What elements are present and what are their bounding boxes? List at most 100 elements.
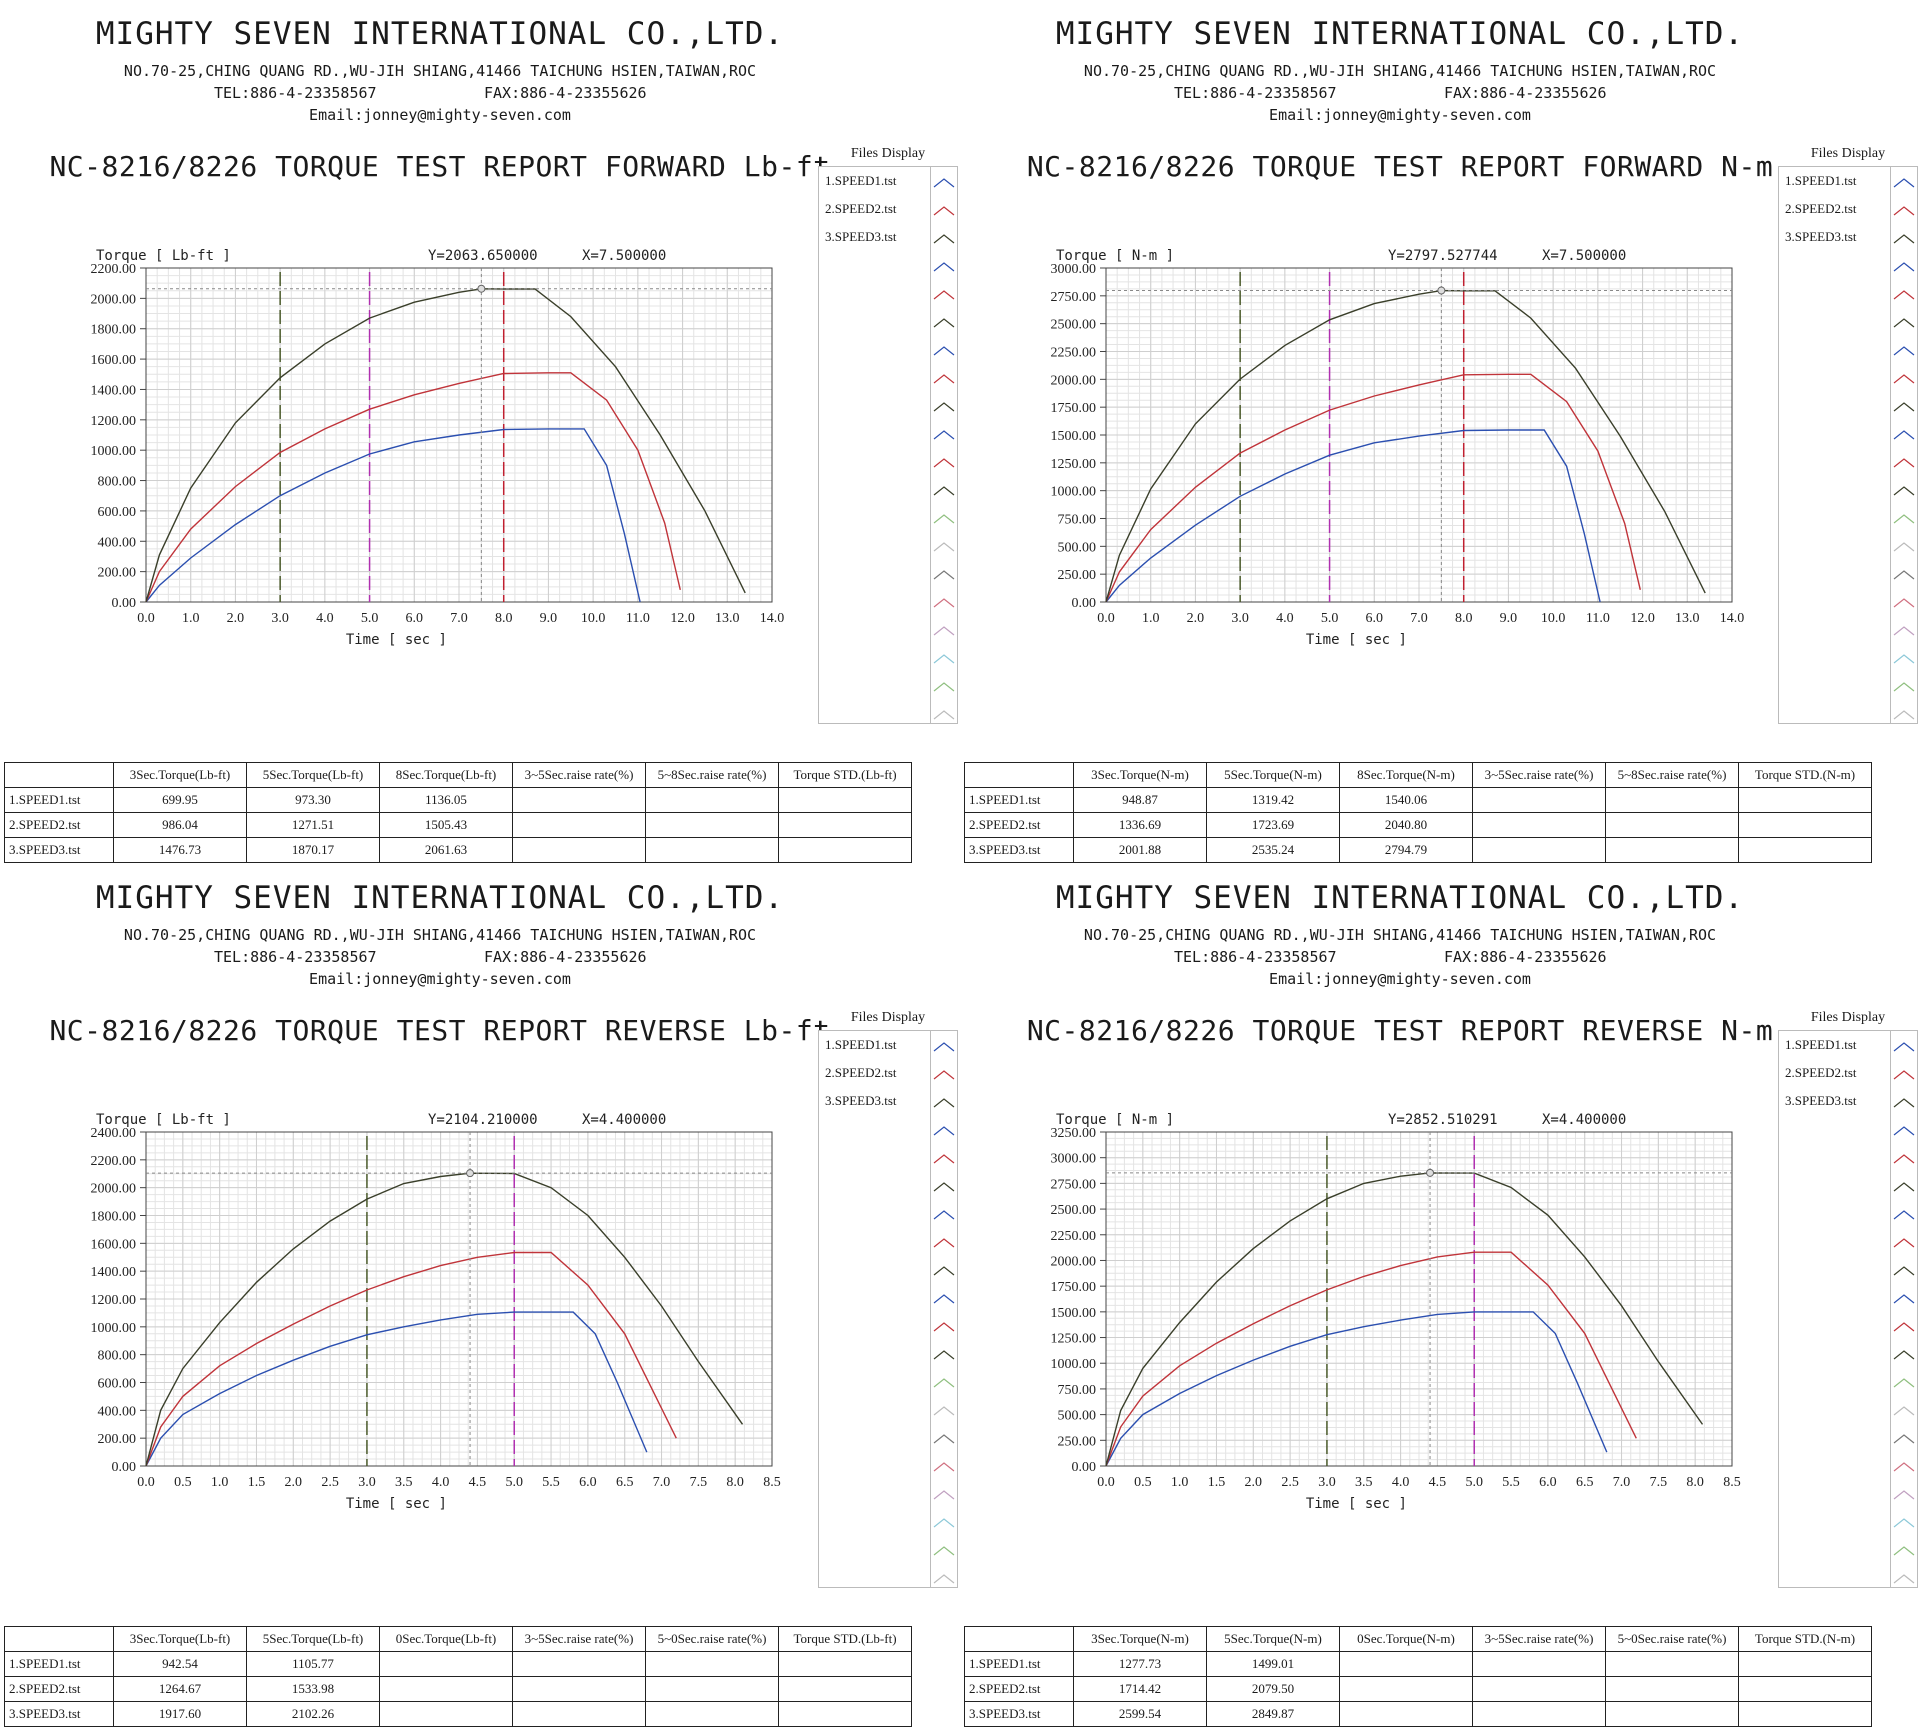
y-tick-label: 3000.00	[1051, 1152, 1097, 1167]
table-cell: 2849.87	[1206, 1701, 1340, 1727]
files-display-panel[interactable]: Files Display 1.SPEED1.tst 2.SPEED2.tst …	[818, 146, 958, 724]
x-tick-label: 6.0	[406, 611, 424, 626]
x-axis-label: Time [ sec ]	[1306, 632, 1407, 648]
cursor-point[interactable]	[1437, 286, 1446, 295]
table-header-cell: 3~5Sec.raise rate(%)	[512, 762, 646, 788]
y-tick-label: 400.00	[98, 1404, 137, 1419]
file-item-speed2[interactable]: 2.SPEED2.tst	[825, 201, 897, 216]
cursor-x-readout: X=7.500000	[1542, 248, 1626, 264]
file-color-chevron	[1893, 1378, 1915, 1388]
file-color-chevron	[933, 570, 955, 580]
x-tick-label: 3.0	[1231, 611, 1249, 626]
file-item-speed3[interactable]: 3.SPEED3.tst	[1785, 1093, 1857, 1108]
file-item-speed1[interactable]: 1.SPEED1.tst	[825, 1037, 897, 1052]
file-color-chevron	[1893, 514, 1915, 524]
grid-minor	[1105, 1131, 1733, 1467]
table-cell	[512, 787, 646, 813]
table-header-row: 3Sec.Torque(N-m) 5Sec.Torque(N-m) 8Sec.Tor…	[964, 762, 1872, 788]
files-list[interactable]: 1.SPEED1.tst 2.SPEED2.tst 3.SPEED3.tst	[1778, 1030, 1918, 1588]
table-cell: 2061.63	[379, 837, 513, 863]
x-tick-label: 5.0	[1321, 611, 1339, 626]
cursor-point[interactable]	[466, 1169, 475, 1178]
series-line-speed3	[145, 288, 746, 603]
y-tick-label: 1000.00	[1051, 485, 1097, 500]
file-color-chevron	[933, 318, 955, 328]
files-display-panel[interactable]: Files Display 1.SPEED1.tst 2.SPEED2.tst …	[1778, 1010, 1918, 1588]
files-list[interactable]: 1.SPEED1.tst 2.SPEED2.tst 3.SPEED3.tst	[818, 1030, 958, 1588]
x-tick-label: 9.0	[1500, 611, 1518, 626]
table-cell	[645, 1651, 779, 1677]
cursor-x-readout: X=4.400000	[1542, 1112, 1626, 1128]
file-color-chevron	[1893, 1098, 1915, 1108]
x-tick-label: 9.0	[540, 611, 558, 626]
y-axis-label: Torque [ Lb-ft ]	[96, 248, 231, 264]
table-header-cell: 3~5Sec.raise rate(%)	[512, 1626, 646, 1652]
report-title: NC-8216/8226 TORQUE TEST REPORT FORWARD …	[1026, 150, 1774, 183]
x-axis-label: Time [ sec ]	[346, 1496, 447, 1512]
table-cell: 1499.01	[1206, 1651, 1340, 1677]
y-tick-label: 2000.00	[1051, 1254, 1097, 1269]
report-panel-3: MIGHTY SEVEN INTERNATIONAL CO.,LTD. NO.7…	[0, 864, 960, 1728]
file-item-speed3[interactable]: 3.SPEED3.tst	[825, 229, 897, 244]
file-item-speed1[interactable]: 1.SPEED1.tst	[1785, 1037, 1857, 1052]
x-tick-label: 1.5	[1208, 1475, 1226, 1490]
file-item-speed2[interactable]: 2.SPEED2.tst	[1785, 201, 1857, 216]
file-color-chevron	[933, 262, 955, 272]
table-cell	[645, 787, 779, 813]
x-tick-label: 8.0	[495, 611, 513, 626]
files-display-title: Files Display	[1810, 1010, 1886, 1025]
report-panel-2: MIGHTY SEVEN INTERNATIONAL CO.,LTD. NO.7…	[960, 0, 1920, 864]
y-tick-label: 600.00	[98, 505, 137, 520]
x-tick-label: 0.5	[1134, 1475, 1152, 1490]
x-tick-label: 12.0	[1630, 611, 1655, 626]
file-color-chevron	[1893, 626, 1915, 636]
x-tick-label: 12.0	[670, 611, 695, 626]
file-item-speed2[interactable]: 2.SPEED2.tst	[1785, 1065, 1857, 1080]
files-list[interactable]: 1.SPEED1.tst 2.SPEED2.tst 3.SPEED3.tst	[818, 166, 958, 724]
file-item-speed3[interactable]: 3.SPEED3.tst	[1785, 229, 1857, 244]
file-color-chevron	[933, 1070, 955, 1080]
company-tel: TEL:886-4-23358567	[1174, 84, 1337, 102]
table-header-row: 3Sec.Torque(Lb-ft) 5Sec.Torque(Lb-ft) 8Sec…	[4, 762, 912, 788]
x-tick-label: 5.0	[361, 611, 379, 626]
table-cell	[1472, 812, 1606, 838]
table-header-row: 3Sec.Torque(Lb-ft) 5Sec.Torque(Lb-ft) 0Sec…	[4, 1626, 912, 1652]
file-item-speed1[interactable]: 1.SPEED1.tst	[1785, 173, 1857, 188]
table-cell: 1540.06	[1339, 787, 1473, 813]
y-tick-label: 2000.00	[91, 1182, 137, 1197]
x-tick-label: 2.5	[321, 1475, 339, 1490]
table-header-cell: 0Sec.Torque(N-m)	[1339, 1626, 1473, 1652]
files-list[interactable]: 1.SPEED1.tst 2.SPEED2.tst 3.SPEED3.tst	[1778, 166, 1918, 724]
files-display-panel[interactable]: Files Display 1.SPEED1.tst 2.SPEED2.tst …	[1778, 146, 1918, 724]
file-color-chevron	[1893, 1490, 1915, 1500]
y-tick-label: 0.00	[1072, 596, 1097, 611]
cursor-point[interactable]	[477, 284, 486, 293]
y-tick-label: 2200.00	[91, 1154, 137, 1169]
file-color-chevron	[1893, 430, 1915, 440]
file-color-chevron	[1893, 1154, 1915, 1164]
y-tick-label: 600.00	[98, 1377, 137, 1392]
file-item-speed3[interactable]: 3.SPEED3.tst	[825, 1093, 897, 1108]
y-tick-label: 2200.00	[91, 262, 137, 277]
table-cell	[1738, 837, 1872, 863]
file-color-chevron	[1893, 570, 1915, 580]
table-header-cell: 5Sec.Torque(Lb-ft)	[246, 762, 380, 788]
file-color-chevron	[1893, 402, 1915, 412]
file-color-chevron	[933, 1210, 955, 1220]
file-item-speed2[interactable]: 2.SPEED2.tst	[825, 1065, 897, 1080]
report-panel-4: MIGHTY SEVEN INTERNATIONAL CO.,LTD. NO.7…	[960, 864, 1920, 1728]
table-cell	[512, 1676, 646, 1702]
table-header-row: 3Sec.Torque(N-m) 5Sec.Torque(N-m) 0Sec.Tor…	[964, 1626, 1872, 1652]
file-color-chevron	[933, 1322, 955, 1332]
table-cell	[379, 1676, 513, 1702]
table-cell: 1264.67	[113, 1676, 247, 1702]
file-color-chevron	[1893, 682, 1915, 692]
series-line-speed1	[145, 1311, 648, 1467]
x-tick-label: 7.5	[690, 1475, 708, 1490]
file-item-speed1[interactable]: 1.SPEED1.tst	[825, 173, 897, 188]
series-line-speed1	[145, 428, 641, 603]
y-tick-label: 0.00	[1072, 1460, 1097, 1475]
cursor-point[interactable]	[1426, 1168, 1435, 1177]
x-tick-label: 7.5	[1650, 1475, 1668, 1490]
files-display-panel[interactable]: Files Display 1.SPEED1.tst 2.SPEED2.tst …	[818, 1010, 958, 1588]
